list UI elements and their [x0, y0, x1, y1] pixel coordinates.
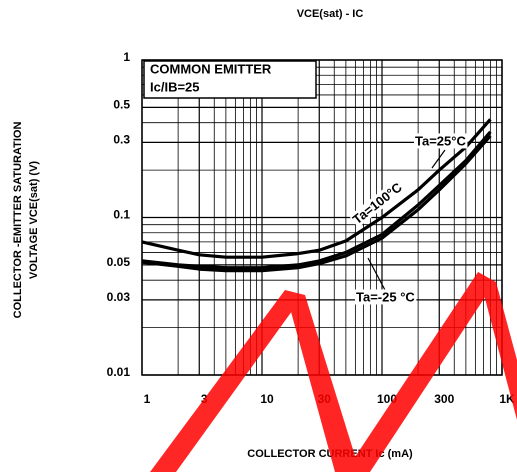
- watermark-stroke: [150, 290, 300, 472]
- y-axis-label: COLLECTOR -EMITTER SATURATION VOLTAGE VC…: [12, 122, 40, 319]
- series-label: Ta=25°C: [415, 133, 466, 148]
- watermark-stroke: [345, 272, 495, 472]
- x-tick-label: 10: [260, 392, 274, 406]
- y-axis-label-line: VOLTAGE VCE(sat) (V): [28, 161, 40, 279]
- y-axis-label-line: COLLECTOR -EMITTER SATURATION: [12, 122, 24, 319]
- y-tick-label: 0.3: [113, 133, 130, 147]
- y-tick-label: 0.5: [113, 98, 130, 112]
- y-tick-label: 0.03: [107, 290, 131, 304]
- chart-title: VCE(sat) - IC: [297, 8, 364, 20]
- series-line: [141, 130, 492, 270]
- annotation: COMMON EMITTER: [150, 61, 272, 76]
- series-label: Ta=-25 °C: [356, 289, 415, 304]
- watermark-stroke: [478, 272, 517, 420]
- series-label-bg: [355, 289, 417, 305]
- x-tick-label: 1: [144, 392, 151, 406]
- annotation-box: [143, 60, 317, 99]
- series-line: [141, 134, 492, 273]
- y-tick-label: 0.01: [107, 365, 131, 379]
- annotation: Ic/IB=25: [150, 79, 200, 94]
- watermark: [150, 272, 517, 472]
- x-tick-label: 300: [434, 392, 454, 406]
- y-tick-label: 1: [123, 50, 130, 64]
- series-label-bg: [414, 133, 468, 149]
- label-leader: [367, 257, 386, 291]
- series-line: [141, 118, 492, 259]
- label-leader: [431, 149, 446, 169]
- y-tick-label: 0.1: [113, 208, 130, 222]
- series-label-bg: [348, 178, 406, 228]
- watermark-stroke: [285, 290, 360, 472]
- y-tick-label: 0.05: [107, 255, 131, 269]
